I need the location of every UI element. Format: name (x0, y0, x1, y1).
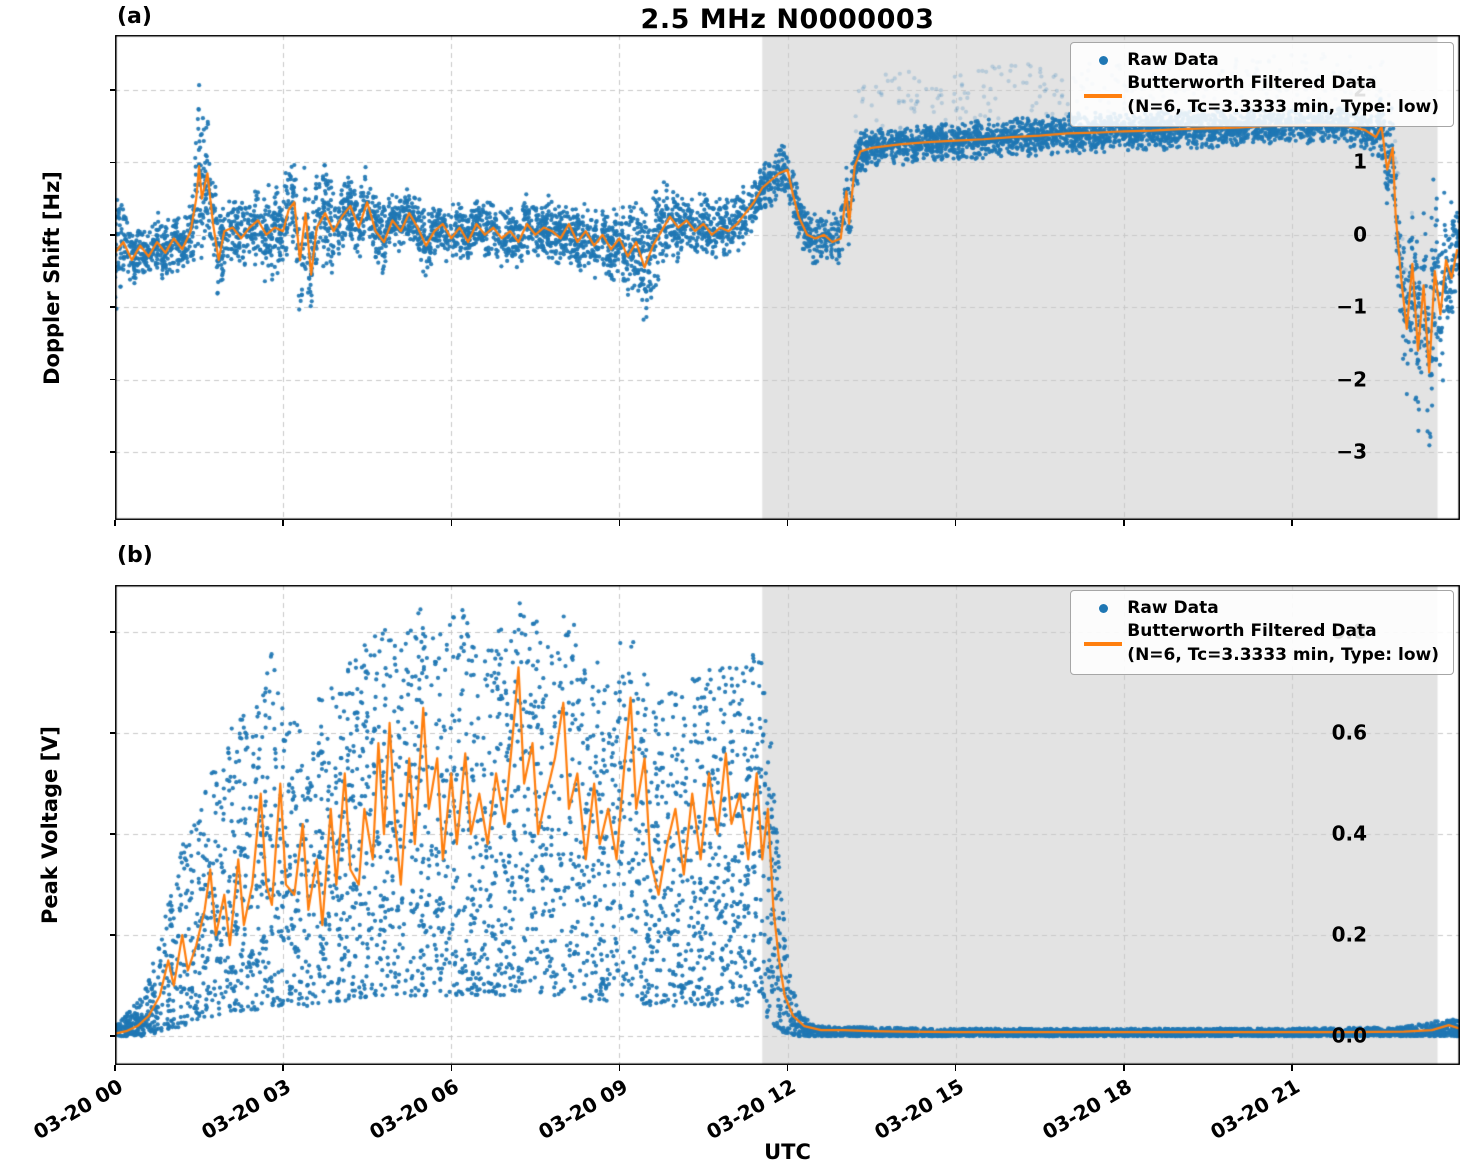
legend-filtered-label-line1: Butterworth Filtered Data (1127, 73, 1377, 94)
x-tick-mark (618, 1065, 621, 1071)
y-tick-label: 0.4 (1331, 821, 1367, 846)
legend-filtered-marker-cell (1079, 641, 1127, 646)
panel-a-y-axis-label: Doppler Shift [Hz] (40, 170, 64, 385)
x-tick-mark (114, 1065, 116, 1071)
panel-a-legend: Raw Data Butterworth Filtered Data (N=6, … (1070, 42, 1454, 128)
y-tick-label: −3 (1336, 439, 1367, 464)
x-tick-mark (618, 520, 621, 526)
x-tick-mark (450, 1065, 452, 1071)
y-tick-mark (109, 631, 115, 633)
x-tick-mark (786, 520, 789, 526)
y-tick-mark (109, 89, 115, 91)
chart-title: 2.5 MHz N0000003 (640, 4, 935, 35)
y-tick-mark (109, 833, 115, 835)
y-tick-mark (109, 306, 115, 308)
y-tick-mark (109, 934, 115, 936)
y-tick-mark (109, 451, 115, 453)
legend-raw-label: Raw Data (1127, 598, 1219, 618)
y-tick-label: 0.0 (1331, 1023, 1367, 1048)
raw-data-dot-icon (1098, 56, 1108, 66)
x-tick-mark (954, 520, 957, 526)
y-tick-mark (109, 378, 115, 381)
panel-a-label: (a) (117, 4, 152, 29)
panel-b-y-axis-label: Peak Voltage [V] (38, 725, 62, 925)
y-tick-label: 0.2 (1331, 922, 1367, 947)
x-tick-mark (450, 520, 452, 526)
y-tick-label: −1 (1336, 294, 1367, 319)
x-tick-mark (954, 1065, 957, 1071)
x-tick-label: 03-20 18 (1038, 1074, 1136, 1145)
y-tick-label: 0 (1353, 222, 1367, 247)
legend-raw-marker-cell (1079, 56, 1127, 66)
x-tick-mark (1291, 1065, 1293, 1071)
y-tick-mark (109, 234, 115, 236)
panel-b-legend: Raw Data Butterworth Filtered Data (N=6, … (1070, 590, 1454, 676)
x-tick-label: 03-20 21 (1206, 1074, 1304, 1145)
x-tick-label: 03-20 12 (701, 1074, 800, 1145)
x-tick-mark (786, 1065, 789, 1071)
filtered-line-icon (1084, 641, 1123, 646)
x-tick-mark (282, 520, 284, 526)
x-tick-label: 03-20 15 (870, 1074, 968, 1145)
legend-raw-row: Raw Data (1079, 597, 1439, 620)
legend-filtered-label: Butterworth Filtered Data (N=6, Tc=3.3333… (1127, 72, 1439, 119)
legend-filtered-marker-cell (1079, 93, 1127, 98)
x-tick-label: 03-20 03 (197, 1074, 296, 1145)
x-tick-mark (114, 520, 116, 526)
filtered-line-icon (1084, 93, 1123, 98)
legend-raw-label: Raw Data (1127, 50, 1219, 70)
y-tick-mark (109, 161, 115, 164)
legend-filtered-label-line1: Butterworth Filtered Data (1127, 621, 1377, 642)
x-axis-label: UTC (764, 1140, 811, 1164)
y-tick-label: −2 (1336, 367, 1367, 392)
x-tick-mark (1123, 520, 1125, 526)
x-tick-mark (282, 1065, 284, 1071)
legend-raw-row: Raw Data (1079, 49, 1439, 72)
legend-filtered-label-line2: (N=6, Tc=3.3333 min, Type: low) (1127, 644, 1439, 665)
legend-filtered-row: Butterworth Filtered Data (N=6, Tc=3.3333… (1079, 72, 1439, 119)
y-tick-mark (109, 1035, 115, 1037)
panel-b-label: (b) (117, 543, 153, 568)
legend-filtered-row: Butterworth Filtered Data (N=6, Tc=3.3333… (1079, 620, 1439, 667)
x-tick-mark (1123, 1065, 1125, 1071)
y-tick-label: 1 (1353, 149, 1367, 174)
x-tick-label: 03-20 09 (533, 1074, 632, 1145)
legend-filtered-label: Butterworth Filtered Data (N=6, Tc=3.3333… (1127, 620, 1439, 667)
raw-data-dot-icon (1098, 604, 1108, 614)
legend-filtered-label-line2: (N=6, Tc=3.3333 min, Type: low) (1127, 96, 1439, 117)
y-tick-mark (109, 732, 115, 734)
y-tick-label: 0.6 (1331, 720, 1367, 745)
legend-raw-marker-cell (1079, 604, 1127, 614)
x-tick-label: 03-20 06 (365, 1074, 464, 1145)
x-tick-label: 03-20 00 (29, 1074, 127, 1145)
x-tick-mark (1291, 520, 1293, 526)
